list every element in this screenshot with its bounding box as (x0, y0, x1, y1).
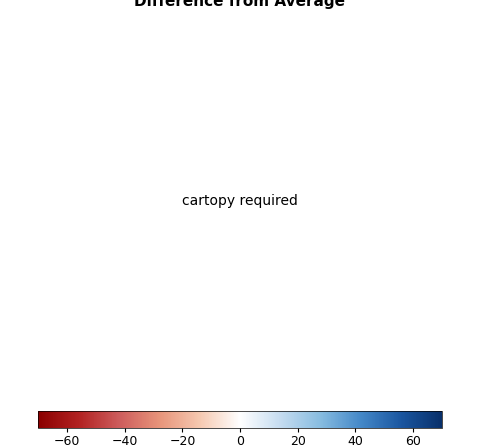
Text: cartopy required: cartopy required (182, 194, 298, 208)
Title: Snow Cover Days, April
Difference from Average: Snow Cover Days, April Difference from A… (134, 0, 346, 9)
